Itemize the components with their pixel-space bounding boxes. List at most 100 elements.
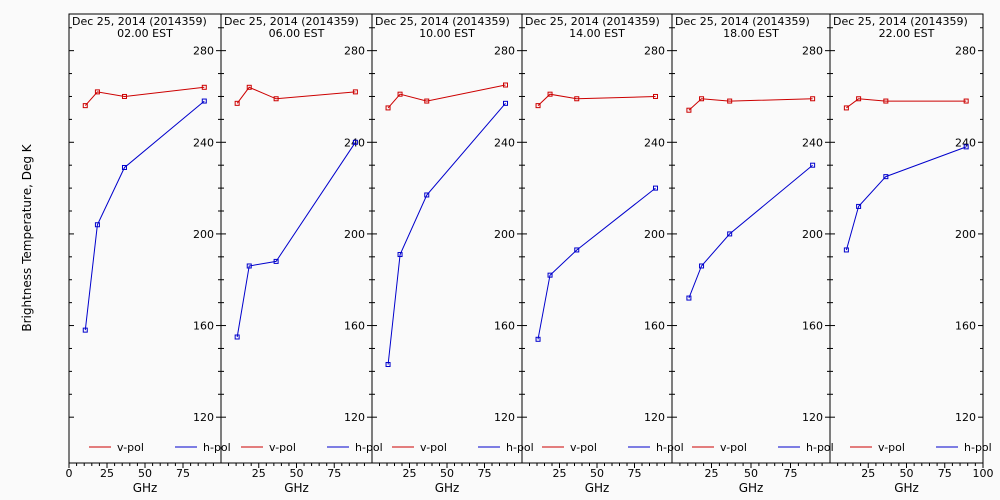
y-tick-label: 120	[644, 411, 665, 424]
legend-label-h-pol: h-pol	[656, 441, 684, 454]
data-point-h-pol	[653, 185, 658, 191]
x-axis-label: GHz	[435, 481, 460, 495]
x-tick-label: 25	[705, 467, 719, 480]
data-point-v-pol	[246, 84, 252, 90]
x-tick-label: 75	[327, 467, 341, 480]
y-tick-label: 240	[802, 136, 823, 149]
data-point-v-pol	[547, 91, 553, 97]
y-tick-label: 120	[802, 411, 823, 424]
series-line-h-pol	[688, 164, 813, 299]
panel-subtitle: 18.00 EST	[723, 27, 779, 40]
x-axis-label: GHz	[133, 481, 158, 495]
panel-subtitle: 02.00 EST	[117, 27, 173, 40]
data-point-v-pol	[273, 96, 279, 102]
y-tick-label: 160	[193, 320, 214, 333]
y-tick-label: 160	[344, 320, 365, 333]
y-tick-label: 200	[955, 228, 976, 241]
panel-subtitle: 10.00 EST	[419, 27, 475, 40]
x-tick-label: 50	[440, 467, 454, 480]
y-tick-label: 280	[644, 45, 665, 58]
data-point-h-pol	[547, 272, 553, 278]
legend-label-h-pol: h-pol	[203, 441, 231, 454]
x-tick-label: 100	[973, 467, 994, 480]
panel-subtitle: 14.00 EST	[569, 27, 625, 40]
x-tick-label: 25	[100, 467, 114, 480]
x-tick-label: 50	[590, 467, 604, 480]
data-point-v-pol	[686, 107, 692, 113]
series-line-h-pol	[537, 187, 656, 340]
data-point-h-pol	[424, 192, 430, 198]
x-tick-label: 25	[403, 467, 417, 480]
panel-title: Dec 25, 2014 (2014359)	[375, 15, 510, 28]
legend-label-v-pol: v-pol	[720, 441, 747, 454]
x-axis-label: GHz	[894, 481, 919, 495]
panel-title: Dec 25, 2014 (2014359)	[833, 15, 968, 28]
chart-panel-2: Dec 25, 2014 (2014359)06.00 EST 120 160 200…	[220, 13, 383, 495]
y-tick-label: 200	[802, 228, 823, 241]
data-point-h-pol	[574, 247, 580, 253]
data-point-h-pol	[843, 247, 849, 253]
chart-panel-5: Dec 25, 2014 (2014359)18.00 EST 120 160 200…	[671, 13, 834, 495]
data-point-v-pol	[883, 98, 889, 104]
data-point-v-pol	[397, 91, 403, 97]
data-point-h-pol	[385, 361, 391, 367]
series-line-v-pol	[688, 98, 813, 111]
x-tick-label: 50	[290, 467, 304, 480]
legend-label-v-pol: v-pol	[878, 441, 905, 454]
data-point-h-pol	[352, 139, 358, 145]
data-point-h-pol	[727, 231, 733, 237]
y-tick-label: 120	[344, 411, 365, 424]
series-line-v-pol	[236, 86, 356, 104]
data-point-h-pol	[686, 295, 692, 301]
data-point-v-pol	[121, 93, 127, 99]
data-point-h-pol	[234, 334, 240, 340]
y-tick-label: 200	[193, 228, 214, 241]
y-tick-label: 120	[955, 411, 976, 424]
x-tick-label: 50	[744, 467, 758, 480]
y-tick-label: 160	[955, 320, 976, 333]
x-tick-label: 75	[628, 467, 642, 480]
data-point-v-pol	[963, 98, 969, 104]
series-line-v-pol	[84, 86, 205, 106]
x-tick-label: 75	[176, 467, 190, 480]
chart-panel-6: Dec 25, 2014 (2014359)22.00 EST 120 160 200…	[829, 13, 994, 495]
data-point-v-pol	[352, 89, 358, 95]
y-tick-label: 240	[494, 136, 515, 149]
data-point-h-pol	[94, 222, 100, 228]
y-tick-label: 200	[644, 228, 665, 241]
y-tick-label: 280	[494, 45, 515, 58]
chart-panel-1: Dec 25, 2014 (2014359)02.00 EST 120 160 200…	[66, 13, 231, 495]
data-point-h-pol	[535, 336, 541, 342]
y-tick-label: 120	[494, 411, 515, 424]
data-point-v-pol	[653, 93, 658, 99]
y-tick-label: 200	[494, 228, 515, 241]
x-tick-label: 25	[861, 467, 875, 480]
series-line-h-pol	[84, 100, 205, 331]
legend-label-h-pol: h-pol	[806, 441, 834, 454]
series-line-v-pol	[387, 84, 506, 109]
y-tick-label: 240	[193, 136, 214, 149]
data-point-v-pol	[385, 105, 391, 111]
panel-title: Dec 25, 2014 (2014359)	[224, 15, 359, 28]
data-point-v-pol	[503, 82, 508, 88]
data-point-v-pol	[94, 89, 100, 95]
y-tick-label: 240	[644, 136, 665, 149]
data-point-v-pol	[699, 96, 705, 102]
data-point-h-pol	[503, 100, 508, 106]
y-tick-label: 280	[344, 45, 365, 58]
series-line-h-pol	[387, 102, 506, 365]
data-point-h-pol	[963, 144, 969, 150]
x-tick-label: 50	[900, 467, 914, 480]
data-point-v-pol	[535, 103, 541, 109]
data-point-h-pol	[856, 203, 862, 209]
series-line-v-pol	[537, 93, 656, 106]
data-point-h-pol	[273, 258, 279, 264]
y-tick-label: 280	[802, 45, 823, 58]
legend-label-h-pol: h-pol	[355, 441, 383, 454]
x-tick-label: 50	[138, 467, 152, 480]
legend-label-h-pol: h-pol	[506, 441, 534, 454]
panel-subtitle: 22.00 EST	[879, 27, 935, 40]
series-line-v-pol	[846, 98, 967, 109]
y-tick-label: 200	[344, 228, 365, 241]
